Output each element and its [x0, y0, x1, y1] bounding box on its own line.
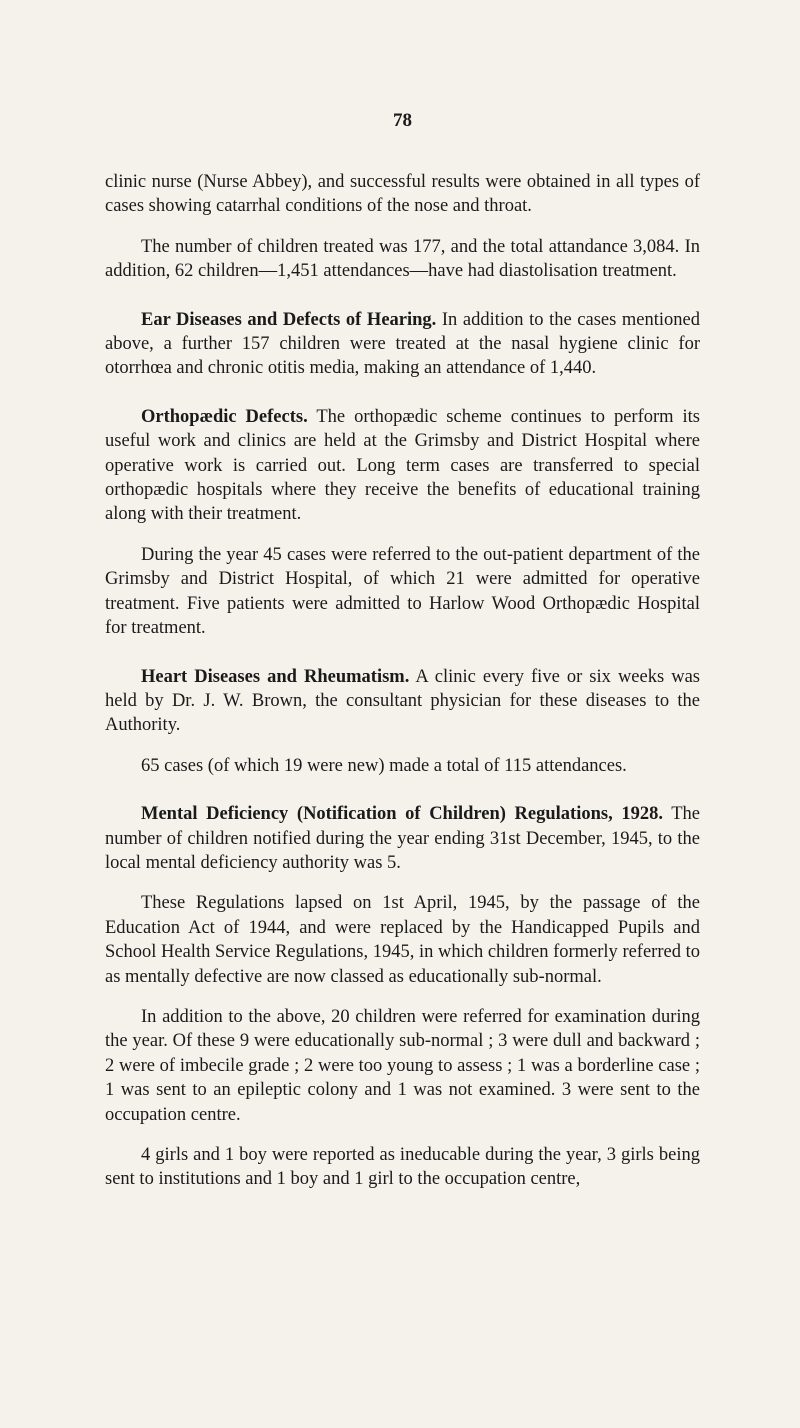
paragraph-7: 65 cases (of which 19 were new) made a t… [105, 754, 700, 778]
paragraph-10: In addition to the above, 20 children we… [105, 1005, 700, 1127]
paragraph-8: Mental Deficiency (Notification of Child… [105, 802, 700, 875]
paragraph-1: clinic nurse (Nurse Abbey), and successf… [105, 170, 700, 219]
section-heading-orthopaedic: Orthopædic Defects. [141, 407, 308, 427]
paragraph-2: The number of children treated was 177, … [105, 235, 700, 284]
paragraph-11: 4 girls and 1 boy were reported as inedu… [105, 1143, 700, 1192]
section-heading-heart: Heart Diseases and Rheumatism. [141, 667, 409, 687]
section-heading-ear: Ear Diseases and Defects of Hearing. [141, 310, 436, 330]
section-heading-mental: Mental Deficiency (Notification of Child… [141, 804, 663, 824]
paragraph-3: Ear Diseases and Defects of Hearing. In … [105, 308, 700, 381]
paragraph-4: Orthopædic Defects. The orthopædic schem… [105, 405, 700, 527]
paragraph-5: During the year 45 cases were referred t… [105, 543, 700, 641]
page-number: 78 [105, 110, 700, 132]
paragraph-6: Heart Diseases and Rheumatism. A clinic … [105, 665, 700, 738]
paragraph-9: These Regulations lapsed on 1st April, 1… [105, 891, 700, 989]
